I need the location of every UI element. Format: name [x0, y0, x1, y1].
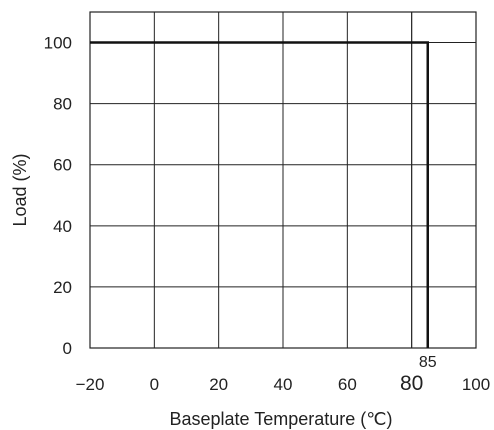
- series-line: [90, 41, 429, 348]
- annotation-label: 85: [419, 354, 437, 371]
- plot-frame: [89, 11, 477, 349]
- x-tick-label: 80: [400, 372, 423, 395]
- plot-border: [89, 11, 477, 349]
- y-axis-title: Load (%): [10, 153, 30, 226]
- annotations: 85: [419, 354, 437, 371]
- x-tick-labels: −20 0 20 40 60 80 100: [76, 372, 491, 395]
- x-tick-label: −20: [76, 375, 105, 394]
- y-tick-label: 40: [53, 217, 72, 236]
- y-tick-label: 100: [44, 34, 72, 53]
- y-tick-label: 0: [63, 339, 72, 358]
- x-axis-title: Baseplate Temperature (℃): [170, 409, 393, 429]
- x-tick-label: 40: [274, 375, 293, 394]
- grid: [90, 12, 476, 348]
- y-tick-labels: 0 20 40 60 80 100: [44, 34, 72, 358]
- x-tick-label: 60: [338, 375, 357, 394]
- x-tick-label: 0: [150, 375, 159, 394]
- x-tick-label: 20: [209, 375, 228, 394]
- y-tick-label: 20: [53, 278, 72, 297]
- series-layer: [90, 41, 429, 348]
- y-tick-label: 80: [53, 95, 72, 114]
- x-tick-label: 100: [462, 375, 490, 394]
- y-tick-label: 60: [53, 156, 72, 175]
